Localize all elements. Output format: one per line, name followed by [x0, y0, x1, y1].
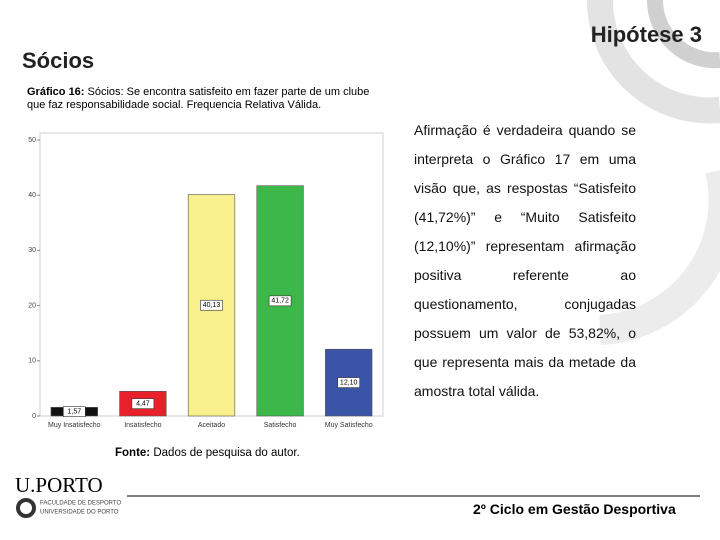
- x-tick-label: Aceitado: [198, 422, 225, 429]
- y-tick-label: 20: [28, 302, 36, 309]
- x-tick-label: Muy Satisfecho: [325, 422, 373, 429]
- value-label: 1,57: [67, 409, 81, 416]
- body-text: Afirmação é verdadeira quando se interpr…: [414, 122, 636, 399]
- logo-icon: [16, 498, 36, 518]
- source-label: Fonte:: [115, 447, 151, 459]
- caption-text: Sócios: Se encontra satisfeito em fazer …: [27, 86, 370, 111]
- logo-line: UNIVERSIDADE DO PORTO: [40, 510, 119, 516]
- y-tick-label: 10: [28, 358, 36, 365]
- footer-text: 2º Ciclo em Gestão Desportiva: [473, 501, 676, 517]
- x-tick-label: Muy Insatisfecho: [48, 422, 101, 429]
- value-label: 12,10: [340, 379, 358, 386]
- value-label-box: [131, 398, 155, 409]
- slide-title: Sócios: [22, 48, 95, 73]
- value-label: 40,13: [203, 302, 221, 309]
- caption-label: Gráfico 16:: [27, 86, 85, 98]
- slide-topic: Hipótese 3: [590, 22, 702, 47]
- value-label-box: [268, 295, 292, 307]
- chart-caption: Gráfico 16: Sócios: Se encontra satisfei…: [27, 86, 387, 112]
- y-tick-label: 30: [28, 247, 36, 254]
- logo-line: FACULDADE DE DESPORTO: [40, 501, 121, 507]
- value-label-box: [62, 406, 86, 417]
- source-text: Dados de pesquisa do autor.: [153, 447, 300, 459]
- x-tick-label: Satisfecho: [264, 422, 297, 429]
- value-label-box: [337, 377, 361, 388]
- y-tick-label: 40: [28, 192, 36, 199]
- decoration: [586, 0, 720, 345]
- source: Fonte: Dados de pesquisa do autor.: [115, 447, 300, 459]
- value-label: 41,72: [271, 298, 289, 305]
- x-tick-label: Insatisfecho: [124, 422, 161, 429]
- value-label: 4,47: [136, 401, 150, 408]
- value-label-box: [200, 299, 223, 311]
- y-tick-label: 50: [28, 137, 36, 144]
- logo-name: U.PORTO: [15, 473, 103, 497]
- y-tick-label: 0: [32, 413, 36, 420]
